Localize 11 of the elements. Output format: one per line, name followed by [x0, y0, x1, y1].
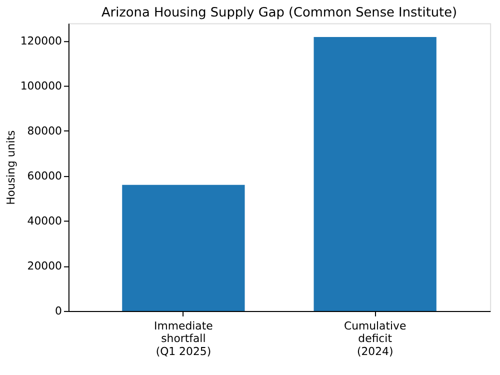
x-tick-label: Cumulative deficit (2024)	[344, 319, 407, 358]
x-tick-label: Immediate shortfall (Q1 2025)	[154, 319, 214, 358]
y-tick-label: 100000	[20, 79, 62, 92]
y-tick-label: 80000	[27, 124, 62, 138]
y-tick-label: 120000	[20, 34, 62, 48]
y-tick-label: 0	[55, 304, 62, 318]
chart-title: Arizona Housing Supply Gap (Common Sense Institute)	[101, 5, 458, 20]
y-axis-title: Housing units	[4, 130, 18, 205]
y-tick-label: 60000	[27, 169, 62, 182]
y-tick-label: 20000	[27, 259, 62, 272]
y-tick-label: 40000	[27, 214, 62, 228]
